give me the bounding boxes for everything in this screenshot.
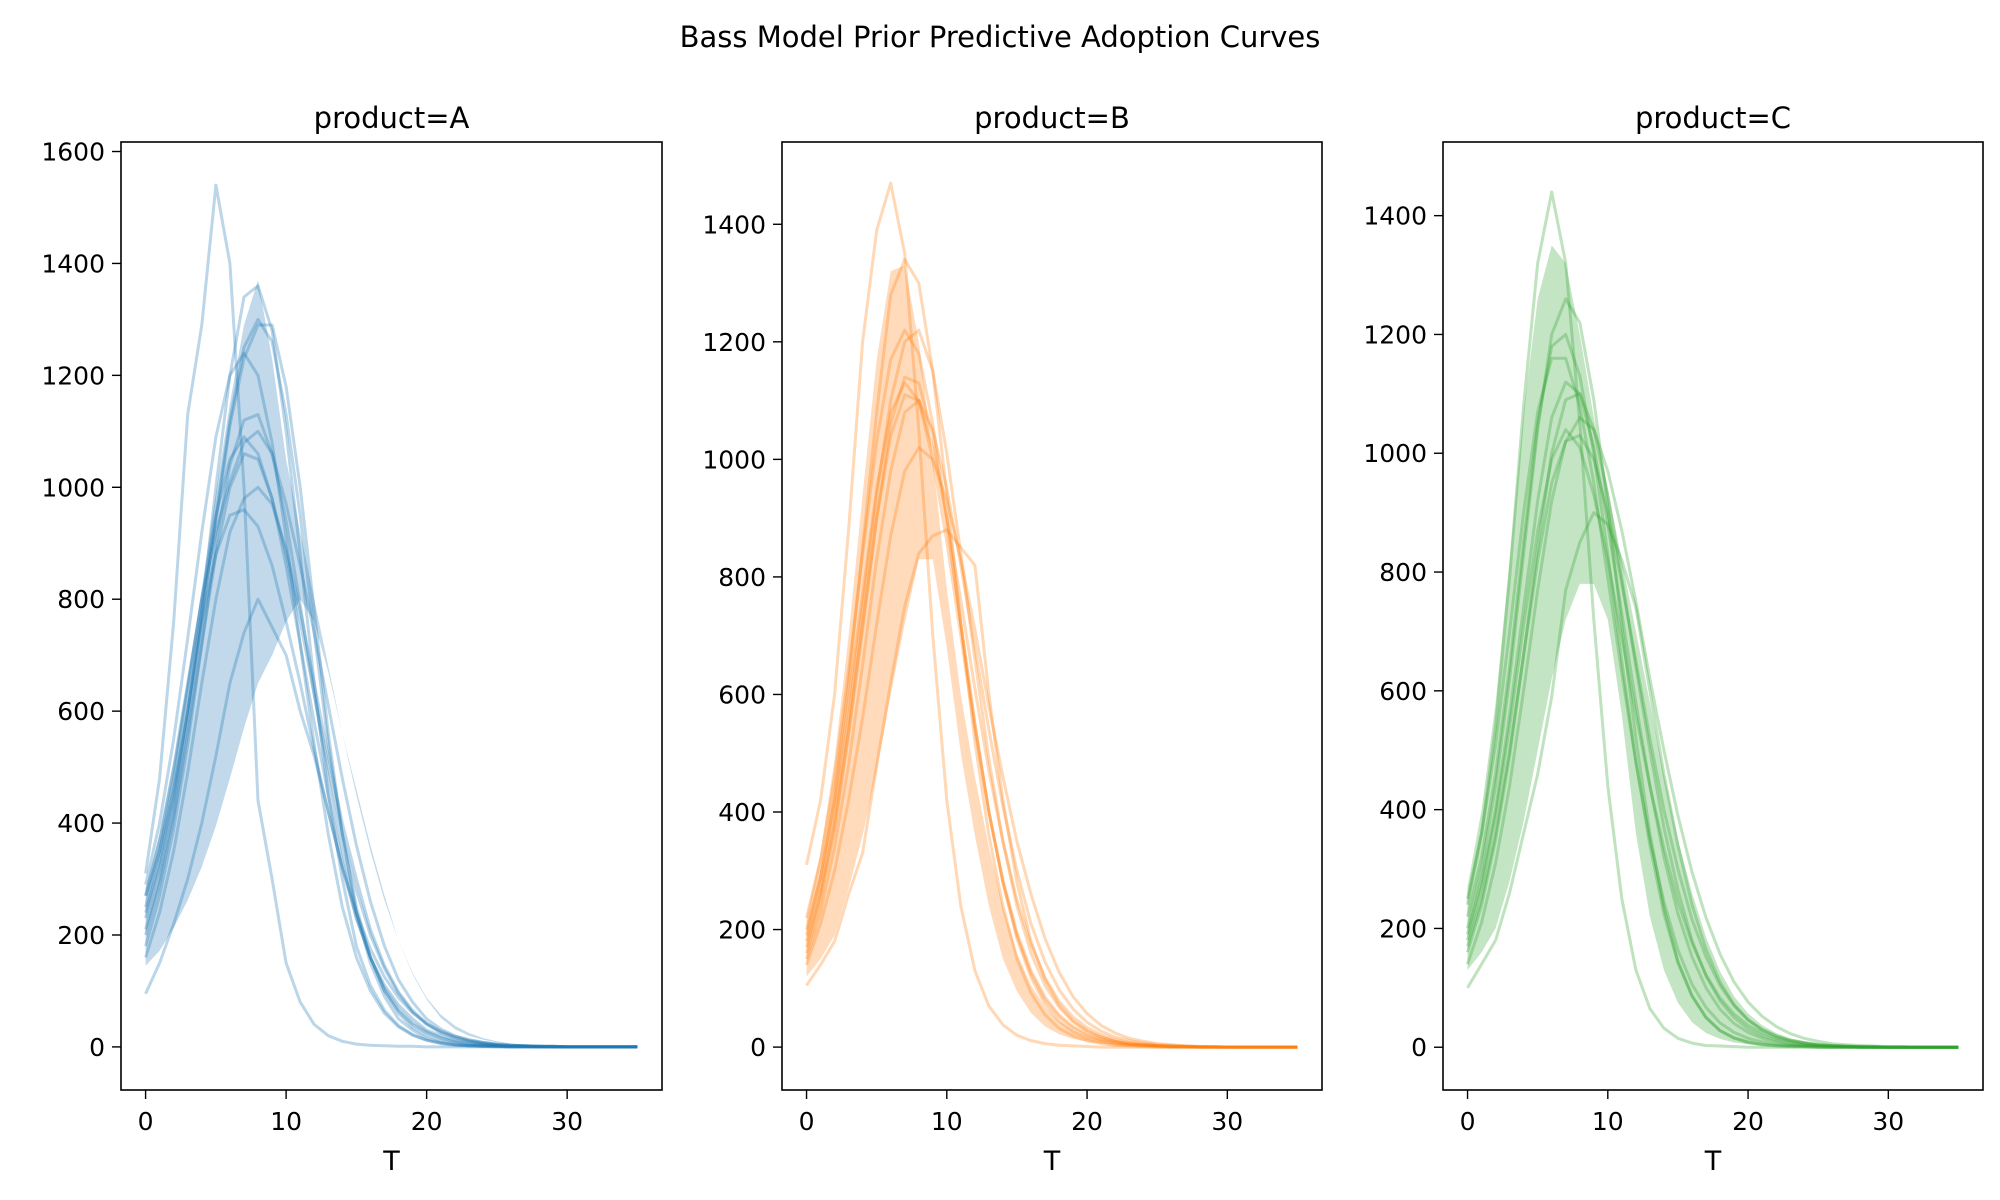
y-tick-label: 0 [750,1033,766,1062]
sample-line-10 [805,393,1298,1049]
chart-panel-3: 0 10 20 30 0 200 400 600 800 1000 1200 1400 product=… [1363,101,1984,1177]
axes-frame [781,141,1323,1091]
sample-line-7 [144,452,638,1049]
sample-line-8 [144,435,638,1049]
y-tick-label: 200 [57,921,105,950]
x-tick-label: 0 [138,1107,154,1136]
y-tick-label: 600 [57,697,105,726]
y-tick-label: 1000 [702,445,766,474]
sample-line-8 [1466,380,1959,1049]
sample-line-1 [1466,190,1959,1049]
y-tick-label: 1400 [1363,202,1427,231]
figure-suptitle: Bass Model Prior Predictive Adoption Cur… [680,20,1321,54]
x-tick-label: 30 [1211,1107,1243,1136]
y-tick-label: 1600 [41,138,105,167]
sample-line-3 [805,258,1298,1049]
sample-line-11 [144,317,638,1049]
sample-line-3 [1466,297,1959,1049]
x-tick-label: 10 [931,1107,963,1136]
y-tick-label: 0 [1411,1033,1427,1062]
x-tick-label: 20 [1732,1107,1764,1136]
axes-frame [1442,141,1984,1091]
x-tick-label: 20 [411,1107,443,1136]
x-tick-label: 20 [1071,1107,1103,1136]
sample-line-6 [1466,416,1959,1049]
y-tick-label: 1200 [1363,320,1427,349]
x-tick-label: 10 [1592,1107,1624,1136]
sample-line-3 [144,323,638,1049]
hdi-band [1467,245,1959,1048]
y-tick-label: 400 [1379,796,1427,825]
plot-area [144,183,638,1049]
sample-line-7 [805,381,1298,1049]
plot-area [805,181,1298,1049]
x-tick-label: 30 [1872,1107,1904,1136]
y-tick-label: 400 [718,798,766,827]
hdi-band [806,265,1298,1048]
sample-line-8 [805,446,1298,1049]
sample-line-2 [144,597,638,1049]
sample-line-2 [1466,511,1959,1049]
y-tick-label: 1000 [41,473,105,502]
sample-line-9 [1466,356,1959,1049]
sample-line-10 [1466,433,1959,1049]
y-tick-label: 0 [89,1033,105,1062]
y-tick-label: 600 [718,680,766,709]
axes-frame [120,141,663,1091]
sample-line-4 [144,284,638,1049]
x-axis-label: T [1704,1146,1722,1177]
y-tick-label: 800 [1379,558,1427,587]
sample-line-12 [144,508,638,1049]
sample-line-9 [805,328,1298,1049]
panel-title: product=C [1635,101,1791,135]
x-tick-label: 10 [270,1107,302,1136]
x-tick-label: 30 [551,1107,583,1136]
sample-line-9 [144,485,638,1049]
y-tick-label: 600 [1379,677,1427,706]
x-axis-label: T [1043,1146,1061,1177]
x-axis-label: T [382,1146,400,1177]
chart-panel-1: 0 10 20 30 0 200 400 600 800 1000 1200 1400 1600 prod… [41,101,663,1177]
y-tick-label: 800 [57,585,105,614]
chart-panel-2: 0 10 20 30 0 200 400 600 800 1000 1200 1400 product=… [702,101,1323,1177]
hdi-band [145,280,638,1047]
y-tick-label: 1400 [41,249,105,278]
sample-line-5 [1466,428,1959,1049]
y-tick-label: 1000 [1363,439,1427,468]
x-tick-label: 0 [799,1107,815,1136]
sample-line-4 [1466,392,1959,1049]
sample-line-5 [805,328,1298,1049]
sample-line-1 [805,181,1298,1049]
panel-title: product=A [314,101,470,135]
y-tick-label: 1200 [41,361,105,390]
sample-line-4 [805,399,1298,1049]
sample-line-1 [144,183,638,1049]
sample-line-7 [1466,333,1959,1049]
sample-line-6 [144,413,638,1049]
y-tick-label: 800 [718,563,766,592]
x-tick-label: 0 [1460,1107,1476,1136]
plot-area [1466,190,1959,1049]
y-tick-label: 1400 [702,210,766,239]
sample-line-10 [144,351,638,1049]
sample-line-2 [805,528,1298,1049]
sample-line-5 [144,429,638,1049]
y-tick-label: 1200 [702,328,766,357]
panel-title: product=B [974,101,1130,135]
sample-line-6 [805,375,1298,1049]
y-tick-label: 200 [1379,914,1427,943]
y-tick-label: 400 [57,809,105,838]
y-tick-label: 200 [718,916,766,945]
